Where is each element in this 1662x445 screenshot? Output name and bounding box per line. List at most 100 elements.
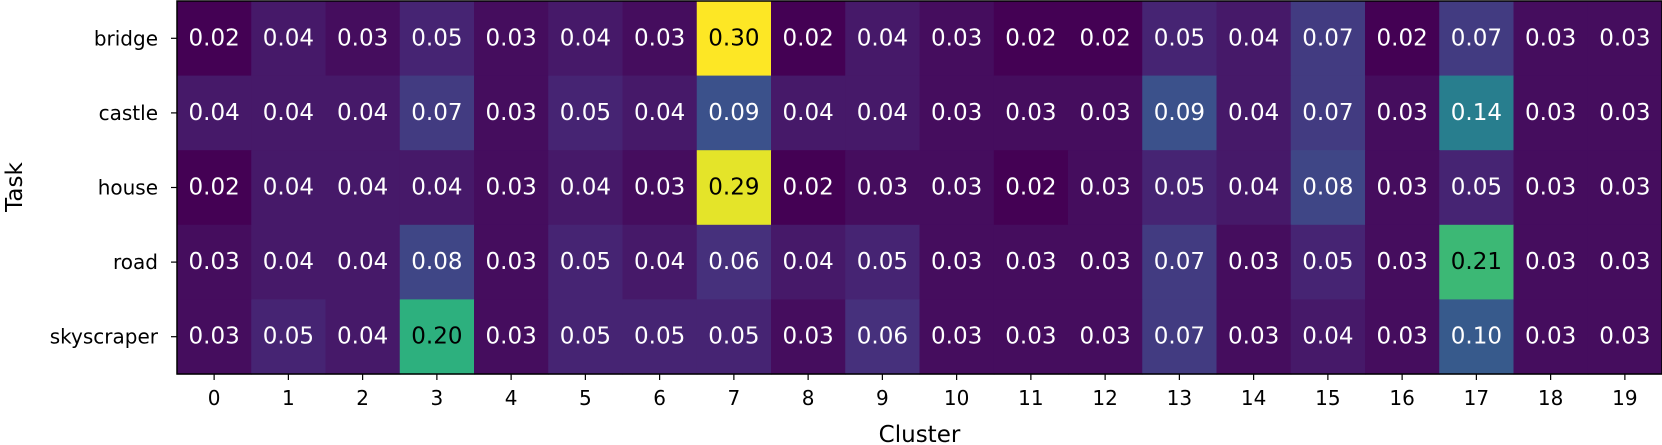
cell-value-label: 0.03 (1005, 249, 1056, 275)
cell-value-label: 0.03 (931, 324, 982, 350)
cell-value-label: 0.04 (783, 100, 834, 126)
heatmap-cell (399, 75, 475, 151)
x-tick-label: 4 (505, 386, 518, 410)
heatmap-cell (919, 150, 995, 226)
cell-value-label: 0.03 (931, 25, 982, 51)
x-tick-label: 5 (579, 386, 592, 410)
heatmap-cell (696, 224, 772, 300)
heatmap-cell (1290, 150, 1366, 226)
y-axis-ticks: bridge castle house road skyscraper (50, 26, 177, 349)
heatmap-cell (548, 1, 624, 77)
cell-value-label: 0.03 (634, 25, 685, 51)
cell-value-label: 0.03 (1525, 25, 1576, 51)
heatmap-cell (1216, 75, 1292, 151)
heatmap-cell (1513, 224, 1589, 300)
heatmap-cell (1142, 224, 1218, 300)
cell-value-label: 0.20 (411, 324, 462, 350)
heatmap-cell (1587, 75, 1662, 151)
heatmap-cell (399, 224, 475, 300)
cell-value-label: 0.03 (1599, 175, 1650, 201)
cell-value-label: 0.03 (1228, 324, 1279, 350)
x-axis-label: Cluster (879, 422, 961, 445)
heatmap-cell (325, 1, 401, 77)
x-tick-label: 17 (1464, 386, 1489, 410)
heatmap-cell (325, 75, 401, 151)
cell-value-label: 0.03 (1377, 249, 1428, 275)
heatmap-cell (177, 224, 252, 300)
cell-value-label: 0.07 (1302, 25, 1353, 51)
cell-value-label: 0.05 (1154, 25, 1205, 51)
cell-value-label: 0.03 (1005, 324, 1056, 350)
cell-value-label: 0.04 (337, 100, 388, 126)
cell-value-label: 0.03 (1080, 324, 1131, 350)
cell-value-label: 0.03 (1599, 249, 1650, 275)
heatmap-cell (1290, 1, 1366, 77)
x-tick-label: 18 (1538, 386, 1563, 410)
cell-value-label: 0.02 (189, 175, 240, 201)
heatmap-cell (771, 299, 846, 375)
heatmap-cell (696, 75, 772, 151)
cell-value-label: 0.03 (1080, 249, 1131, 275)
heatmap-cell (1439, 1, 1515, 77)
cell-value-label: 0.21 (1451, 249, 1502, 275)
cell-value-label: 0.10 (1451, 324, 1502, 350)
x-tick-label: 7 (728, 386, 741, 410)
heatmap-cell (622, 75, 698, 151)
heatmap-cell (399, 150, 475, 226)
heatmap-cell (1216, 150, 1292, 226)
cell-value-label: 0.03 (1080, 175, 1131, 201)
heatmap-cell (251, 299, 327, 375)
heatmap-cell (1365, 1, 1440, 77)
cell-value-label: 0.03 (783, 324, 834, 350)
heatmap-cell (1290, 299, 1366, 375)
cell-value-label: 0.03 (1525, 324, 1576, 350)
cell-value-label: 0.05 (411, 25, 462, 51)
cell-value-label: 0.04 (1228, 175, 1279, 201)
heatmap-cell (325, 150, 401, 226)
heatmap-cell (1587, 1, 1662, 77)
heatmap-cell (548, 150, 624, 226)
cell-value-label: 0.14 (1451, 100, 1502, 126)
cell-value-label: 0.05 (1154, 175, 1205, 201)
heatmap-cell (919, 224, 995, 300)
heatmap-cell (1142, 150, 1218, 226)
heatmap-cell (1587, 299, 1662, 375)
cell-value-label: 0.03 (931, 249, 982, 275)
heatmap-cells (177, 1, 1662, 375)
cell-value-label: 0.05 (708, 324, 759, 350)
heatmap-cell (1290, 75, 1366, 151)
cell-value-label: 0.09 (708, 100, 759, 126)
heatmap-cell (399, 1, 475, 77)
heatmap-cell (1587, 150, 1662, 226)
cell-value-label: 0.03 (1525, 175, 1576, 201)
cell-value-label: 0.05 (560, 100, 611, 126)
cell-value-label: 0.02 (1377, 25, 1428, 51)
heatmap-cell (919, 299, 995, 375)
heatmap-cell (1142, 75, 1218, 151)
heatmap-cell (1513, 75, 1589, 151)
heatmap-cell (177, 299, 252, 375)
cell-value-label: 0.04 (337, 324, 388, 350)
cell-value-label: 0.03 (486, 324, 537, 350)
cell-value-label: 0.04 (857, 100, 908, 126)
cell-value-label: 0.06 (708, 249, 759, 275)
heatmap-cell (1365, 150, 1440, 226)
cell-value-label: 0.03 (634, 175, 685, 201)
cell-value-label: 0.03 (1525, 249, 1576, 275)
cell-value-label: 0.03 (1005, 100, 1056, 126)
x-tick-label: 16 (1389, 386, 1414, 410)
x-tick-label: 11 (1018, 386, 1043, 410)
x-tick-label: 8 (802, 386, 815, 410)
heatmap-cell (177, 75, 252, 151)
x-tick-label: 0 (208, 386, 221, 410)
heatmap-cell (771, 150, 846, 226)
cell-value-label: 0.04 (1228, 25, 1279, 51)
heatmap-cell (474, 299, 549, 375)
heatmap-cell (1290, 224, 1366, 300)
cell-value-label: 0.07 (1154, 249, 1205, 275)
heatmap-cell (474, 224, 549, 300)
heatmap-cell (622, 150, 698, 226)
cell-value-label: 0.03 (486, 175, 537, 201)
heatmap-cell (1513, 150, 1589, 226)
